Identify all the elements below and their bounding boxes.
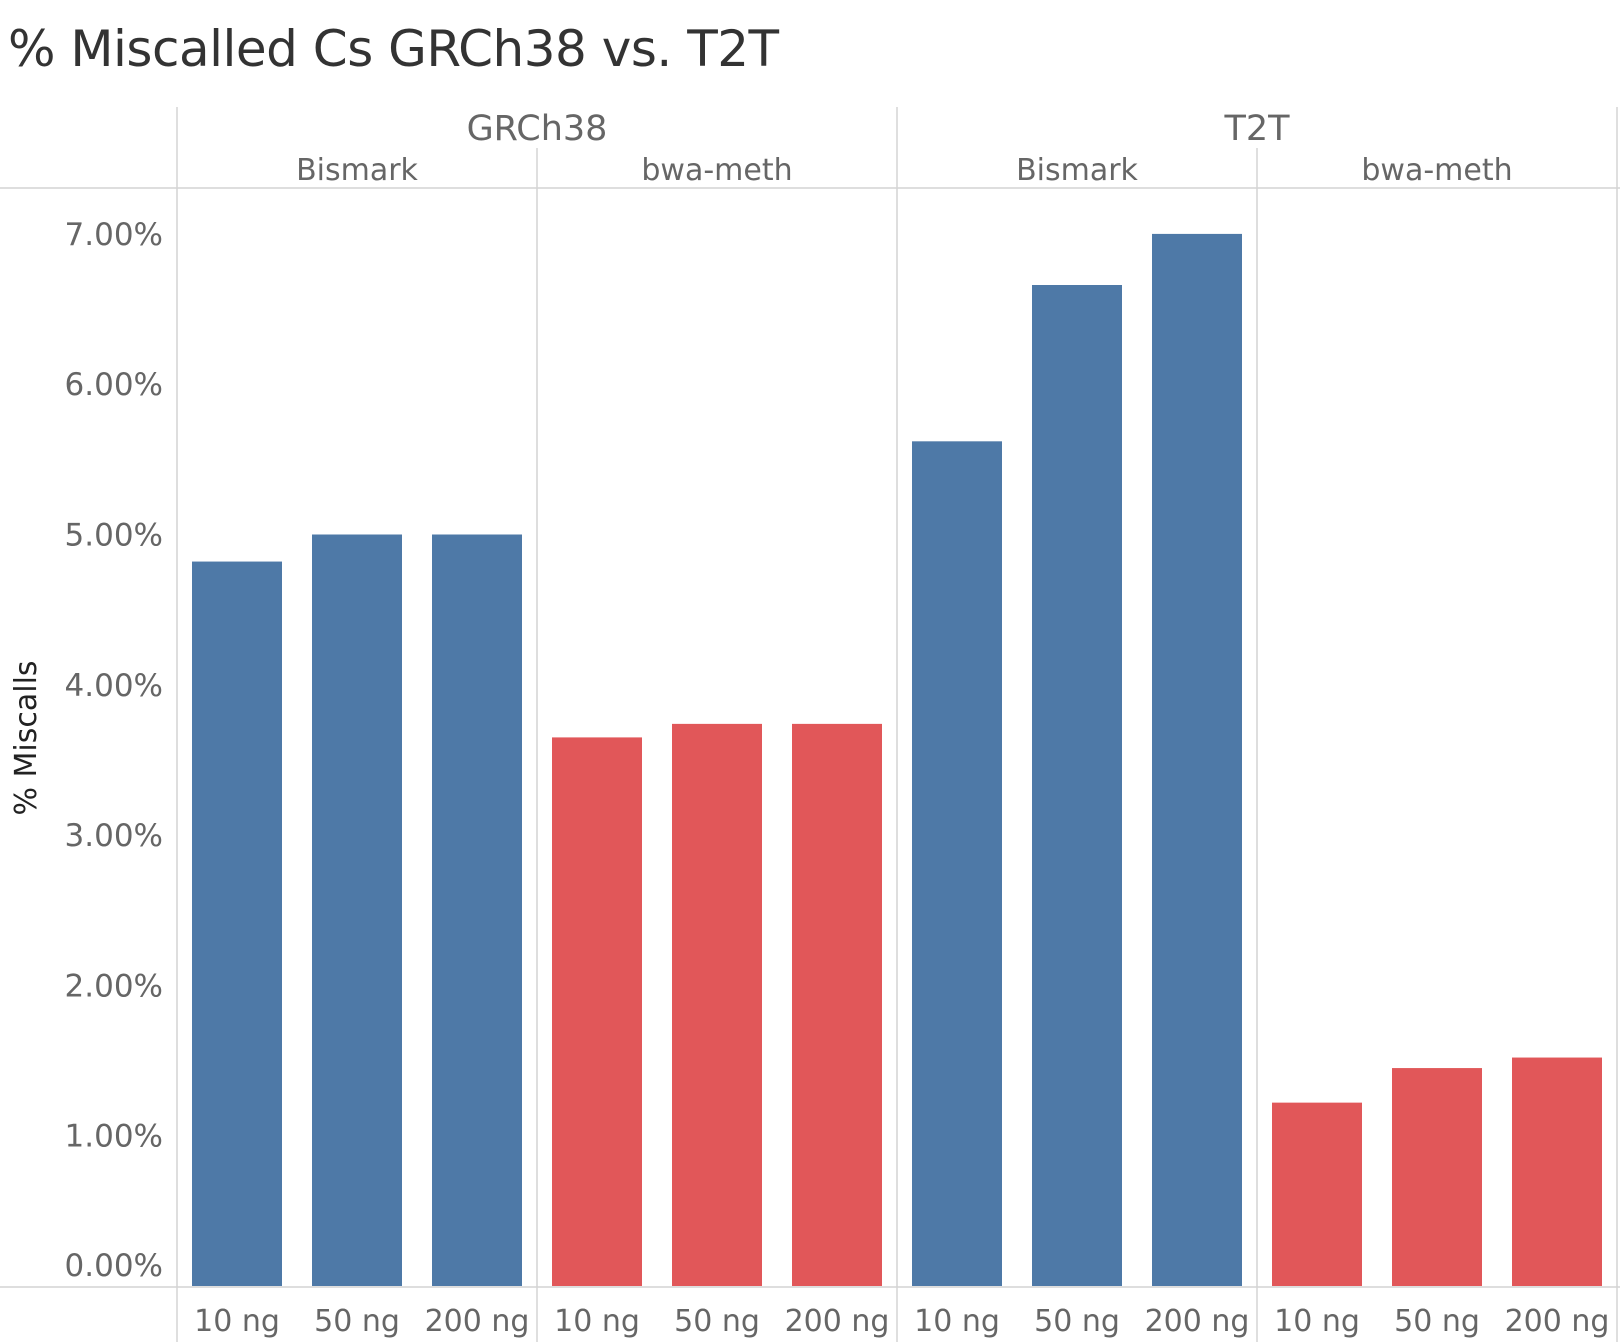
bar-t2t-bismark-1	[1032, 285, 1122, 1286]
x-tick-label: 10 ng	[194, 1304, 280, 1339]
y-axis-title: % Miscalls	[9, 660, 44, 815]
y-tick-label: 7.00%	[65, 217, 163, 253]
bar-t2t-bwa-meth-1	[1392, 1068, 1482, 1286]
y-tick-label: 1.00%	[65, 1119, 163, 1155]
bar-t2t-bismark-0	[912, 441, 1002, 1287]
bar-grch38-bismark-2	[432, 534, 522, 1286]
aligner-header-grch38-bismark: Bismark	[296, 153, 418, 188]
y-tick-label: 2.00%	[65, 968, 163, 1004]
bar-grch38-bwa-meth-2	[792, 723, 882, 1286]
reference-header-grch38: GRCh38	[467, 109, 608, 149]
y-tick-label: 0.00%	[65, 1248, 163, 1284]
x-tick-label: 50 ng	[1034, 1304, 1120, 1339]
y-tick-label: 4.00%	[65, 668, 163, 704]
x-tick-label: 200 ng	[1505, 1304, 1610, 1339]
x-tick-label: 200 ng	[425, 1304, 530, 1339]
x-tick-label: 10 ng	[554, 1304, 640, 1339]
aligner-header-t2t-bwa-meth: bwa-meth	[1361, 153, 1512, 188]
bar-grch38-bwa-meth-0	[552, 737, 642, 1286]
bar-t2t-bwa-meth-0	[1272, 1102, 1362, 1286]
reference-header-t2t: T2T	[1223, 109, 1290, 149]
y-tick-label: 6.00%	[65, 367, 163, 403]
aligner-header-t2t-bismark: Bismark	[1016, 153, 1138, 188]
bar-grch38-bismark-0	[192, 561, 282, 1286]
x-tick-label: 200 ng	[785, 1304, 890, 1339]
y-tick-label: 5.00%	[65, 518, 163, 554]
bar-grch38-bismark-1	[312, 534, 402, 1286]
x-tick-label: 50 ng	[314, 1304, 400, 1339]
x-tick-label: 50 ng	[674, 1304, 760, 1339]
aligner-header-grch38-bwa-meth: bwa-meth	[641, 153, 792, 188]
x-tick-label: 50 ng	[1394, 1304, 1480, 1339]
chart-title: % Miscalled Cs GRCh38 vs. T2T	[8, 20, 779, 78]
bar-t2t-bismark-2	[1152, 233, 1242, 1286]
x-tick-label: 10 ng	[1274, 1304, 1360, 1339]
bar-t2t-bwa-meth-2	[1512, 1057, 1602, 1286]
x-tick-label: 10 ng	[914, 1304, 1000, 1339]
bar-grch38-bwa-meth-1	[672, 723, 762, 1286]
y-tick-label: 3.00%	[65, 818, 163, 854]
x-tick-label: 200 ng	[1145, 1304, 1250, 1339]
